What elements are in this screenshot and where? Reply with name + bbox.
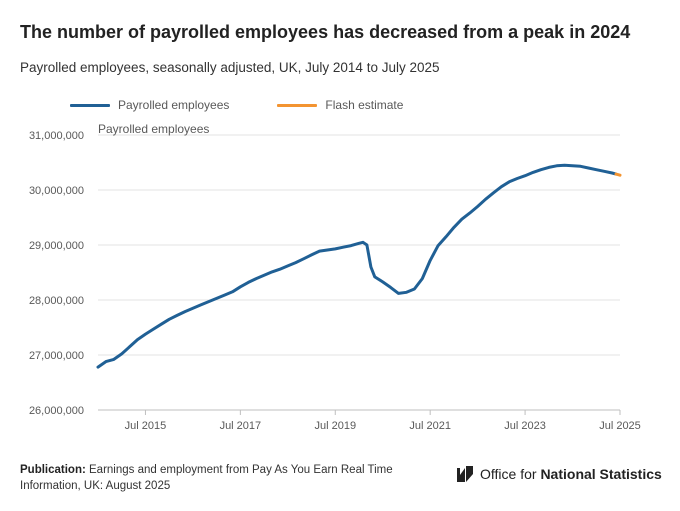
line-chart: 26,000,000 27,000,000 28,000,000 29,000,000… bbox=[29, 122, 641, 432]
x-tick-label: Jul 2015 bbox=[125, 420, 167, 432]
series-line-flash bbox=[614, 172, 622, 177]
legend-label-payrolled: Payrolled employees bbox=[118, 98, 230, 112]
brand-prefix: Office for bbox=[480, 466, 541, 482]
legend-swatch-flash bbox=[277, 103, 318, 107]
y-axis-ticks: 26,000,000 27,000,000 28,000,000 29,000,000… bbox=[29, 130, 84, 417]
ons-brand[interactable]: Office for National Statistics bbox=[456, 465, 662, 483]
publication-note: Publication: Earnings and employment fro… bbox=[20, 462, 400, 494]
legend-item-payrolled[interactable]: Payrolled employees bbox=[70, 98, 229, 112]
legend-swatch-payrolled bbox=[70, 103, 110, 107]
y-tick-label: 30,000,000 bbox=[29, 185, 84, 197]
y-tick-label: 27,000,000 bbox=[29, 350, 84, 362]
y-tick-label: 28,000,000 bbox=[29, 295, 84, 307]
chart-subtitle: Payrolled employees, seasonally adjusted… bbox=[20, 60, 440, 75]
x-tick-label: Jul 2025 bbox=[599, 420, 641, 432]
x-tick-label: Jul 2023 bbox=[504, 420, 546, 432]
ons-logo-icon bbox=[457, 466, 473, 482]
gridlines bbox=[98, 134, 620, 411]
brand-strong: National Statistics bbox=[540, 466, 662, 482]
x-tick-label: Jul 2021 bbox=[409, 420, 451, 432]
y-tick-label: 31,000,000 bbox=[29, 130, 84, 142]
y-tick-label: 26,000,000 bbox=[29, 405, 84, 417]
y-tick-label: 29,000,000 bbox=[29, 240, 84, 252]
publication-label: Publication: bbox=[20, 464, 86, 476]
y-axis-label: Payrolled employees bbox=[98, 122, 209, 136]
publication-text: Earnings and employment from Pay As You … bbox=[20, 464, 393, 492]
legend-item-flash[interactable]: Flash estimate bbox=[277, 98, 403, 112]
x-axis-ticks: Jul 2015 Jul 2017 Jul 2019 Jul 2021 Jul 2023… bbox=[125, 410, 641, 432]
series-lines bbox=[96, 163, 622, 369]
legend-label-flash: Flash estimate bbox=[325, 98, 404, 112]
series-line-payrolled bbox=[96, 163, 618, 369]
chart-title: The number of payrolled employees has de… bbox=[20, 22, 631, 42]
x-tick-label: Jul 2019 bbox=[314, 420, 356, 432]
x-tick-label: Jul 2017 bbox=[220, 420, 262, 432]
chart-legend: Payrolled employees Flash estimate bbox=[70, 97, 451, 113]
